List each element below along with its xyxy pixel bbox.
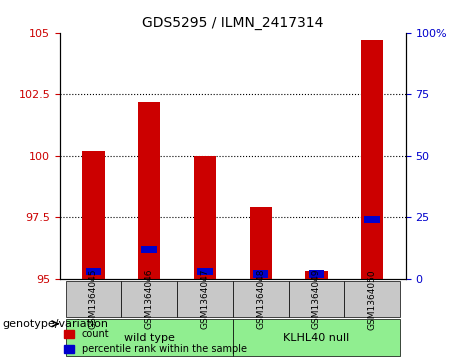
Title: GDS5295 / ILMN_2417314: GDS5295 / ILMN_2417314 [142, 16, 324, 30]
Text: KLHL40 null: KLHL40 null [284, 333, 349, 343]
FancyBboxPatch shape [344, 281, 400, 317]
Bar [249, 207, 272, 279]
Text: GSM1364050: GSM1364050 [368, 269, 377, 330]
FancyBboxPatch shape [289, 281, 344, 317]
Text: GSM1364048: GSM1364048 [256, 269, 265, 330]
FancyBboxPatch shape [233, 281, 289, 317]
FancyBboxPatch shape [233, 319, 400, 356]
Bar [309, 270, 324, 278]
Bar [142, 246, 157, 253]
Legend: count, percentile rank within the sample: count, percentile rank within the sample [60, 326, 250, 358]
Bar [364, 216, 380, 224]
Bar [253, 270, 268, 278]
Bar [194, 156, 216, 279]
Bar [138, 102, 160, 279]
Bar [305, 272, 328, 279]
Text: genotype/variation: genotype/variation [2, 319, 108, 329]
FancyBboxPatch shape [65, 319, 233, 356]
Text: GSM1364046: GSM1364046 [145, 269, 154, 330]
Bar [361, 40, 384, 279]
Text: GSM1364047: GSM1364047 [201, 269, 209, 330]
Text: GSM1364049: GSM1364049 [312, 269, 321, 330]
Text: wild type: wild type [124, 333, 175, 343]
Bar [197, 268, 213, 275]
FancyBboxPatch shape [65, 281, 121, 317]
Bar [82, 151, 105, 279]
FancyBboxPatch shape [121, 281, 177, 317]
FancyBboxPatch shape [177, 281, 233, 317]
Text: GSM1364045: GSM1364045 [89, 269, 98, 330]
Bar [86, 268, 101, 275]
